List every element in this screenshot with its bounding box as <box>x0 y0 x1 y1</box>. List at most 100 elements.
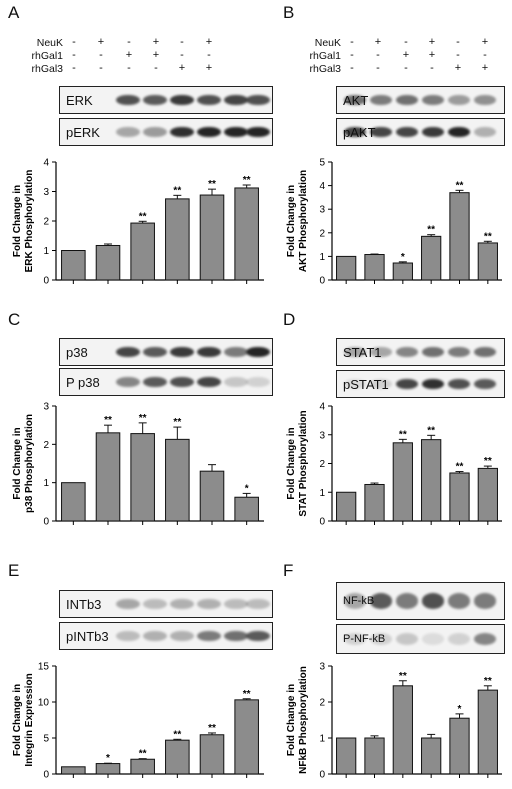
blot-perk: pERK <box>59 118 273 146</box>
blot-nfkb: NF-kB <box>336 582 505 620</box>
blot-pintb3: pINTb3 <box>59 622 273 650</box>
condition-sign: + <box>125 49 133 61</box>
blot-band <box>246 94 270 106</box>
blot-band <box>246 376 270 388</box>
blot-p-nfkb: P-NF-kB <box>336 624 505 654</box>
condition-sign: - <box>456 49 460 61</box>
significance-marker: ** <box>456 180 464 191</box>
panel-label-a: A <box>8 3 20 22</box>
condition-sign: - <box>376 49 380 61</box>
blot-band <box>143 346 167 358</box>
blot-band <box>143 630 167 642</box>
significance-marker: ** <box>173 729 181 740</box>
blot-band <box>116 94 140 106</box>
blot-band <box>344 346 366 358</box>
blot-akt: AKT <box>336 86 505 114</box>
bar <box>95 432 121 522</box>
blot-band <box>170 376 194 388</box>
significance-marker: ** <box>484 676 492 687</box>
condition-sign: + <box>152 49 160 61</box>
blot-pstat1: pSTAT1 <box>336 370 505 398</box>
blot-band <box>224 630 248 642</box>
y-tick-label: 2 <box>319 228 325 239</box>
bar <box>336 255 357 281</box>
y-tick-label: 2 <box>43 217 49 228</box>
blot-band <box>143 94 167 106</box>
blot-label-akt: AKT <box>343 92 369 108</box>
blot-band <box>224 94 248 106</box>
blot-band <box>474 94 496 106</box>
bar <box>421 737 442 775</box>
blot-band <box>370 593 392 609</box>
condition-label-rhgal1-b: rhGal1 <box>309 50 341 62</box>
bar-chart-e: 0 5 10 15 Fold Change in Integrin Expression *… <box>12 662 264 781</box>
condition-sign: + <box>205 36 213 48</box>
blot-band <box>422 346 444 358</box>
y-tick-label: 1 <box>319 252 325 263</box>
blot-band <box>448 633 470 645</box>
condition-sign: - <box>376 62 380 74</box>
bar <box>364 254 385 281</box>
bar <box>477 689 498 775</box>
bar <box>449 717 470 775</box>
significance-marker: ** <box>208 179 216 190</box>
blot-band <box>170 94 194 106</box>
blot-band <box>246 346 270 358</box>
blot-band <box>396 94 418 106</box>
condition-sign: + <box>454 62 462 74</box>
blot-label-erk: ERK <box>66 92 93 108</box>
blot-erk: ERK <box>59 86 273 114</box>
bar <box>165 739 190 775</box>
blot-p38: p38 <box>59 338 273 366</box>
blot-label-p-nfkb: P-NF-kB <box>343 633 386 645</box>
significance-marker: ** <box>484 456 492 467</box>
blot-label-perk: pERK <box>66 124 100 140</box>
bar <box>421 439 442 522</box>
blot-band <box>197 630 221 642</box>
significance-marker: ** <box>243 689 251 700</box>
blot-band <box>422 593 444 609</box>
y-tick-label: 5 <box>319 158 325 169</box>
bar <box>95 763 121 775</box>
blot-band <box>116 376 140 388</box>
condition-sign: - <box>180 49 184 61</box>
blot-band <box>224 598 248 610</box>
y-tick-label: 4 <box>319 402 325 413</box>
condition-sign: - <box>154 62 158 74</box>
bar <box>421 235 442 281</box>
condition-sign: - <box>72 49 76 61</box>
blot-label-pstat1: pSTAT1 <box>343 376 389 392</box>
bar <box>392 262 413 281</box>
y-tick-label: 15 <box>38 662 50 673</box>
condition-sign: - <box>99 62 103 74</box>
y-tick-label: 1 <box>319 734 325 745</box>
blot-label-stat1: STAT1 <box>343 344 382 360</box>
y-tick-label: 2 <box>43 440 49 451</box>
panel-label-e: E <box>8 561 20 580</box>
bar <box>477 467 498 522</box>
condition-sign: - <box>456 36 460 48</box>
significance-marker: ** <box>427 425 435 436</box>
blot-band <box>224 376 248 388</box>
y-tick-label: 3 <box>319 205 325 216</box>
blot-band <box>224 126 248 138</box>
significance-marker: * <box>458 704 462 715</box>
blot-band <box>116 630 140 642</box>
blot-label-intb3: INTb3 <box>66 596 102 612</box>
y-tick-label: 1 <box>43 478 49 489</box>
blot-label-nfkb: NF-kB <box>343 595 375 607</box>
bar <box>392 442 413 522</box>
blot-band <box>170 346 194 358</box>
condition-label-rhgal3-b: rhGal3 <box>309 63 341 75</box>
blot-label-p38: p38 <box>66 344 88 360</box>
bar <box>61 250 86 281</box>
bar <box>449 472 470 522</box>
bar <box>364 737 385 775</box>
condition-sign: - <box>483 49 487 61</box>
y-tick-label: 0 <box>319 276 325 287</box>
bar <box>199 470 225 522</box>
blot-band <box>116 126 140 138</box>
blot-band <box>246 598 270 610</box>
bar <box>199 734 225 775</box>
